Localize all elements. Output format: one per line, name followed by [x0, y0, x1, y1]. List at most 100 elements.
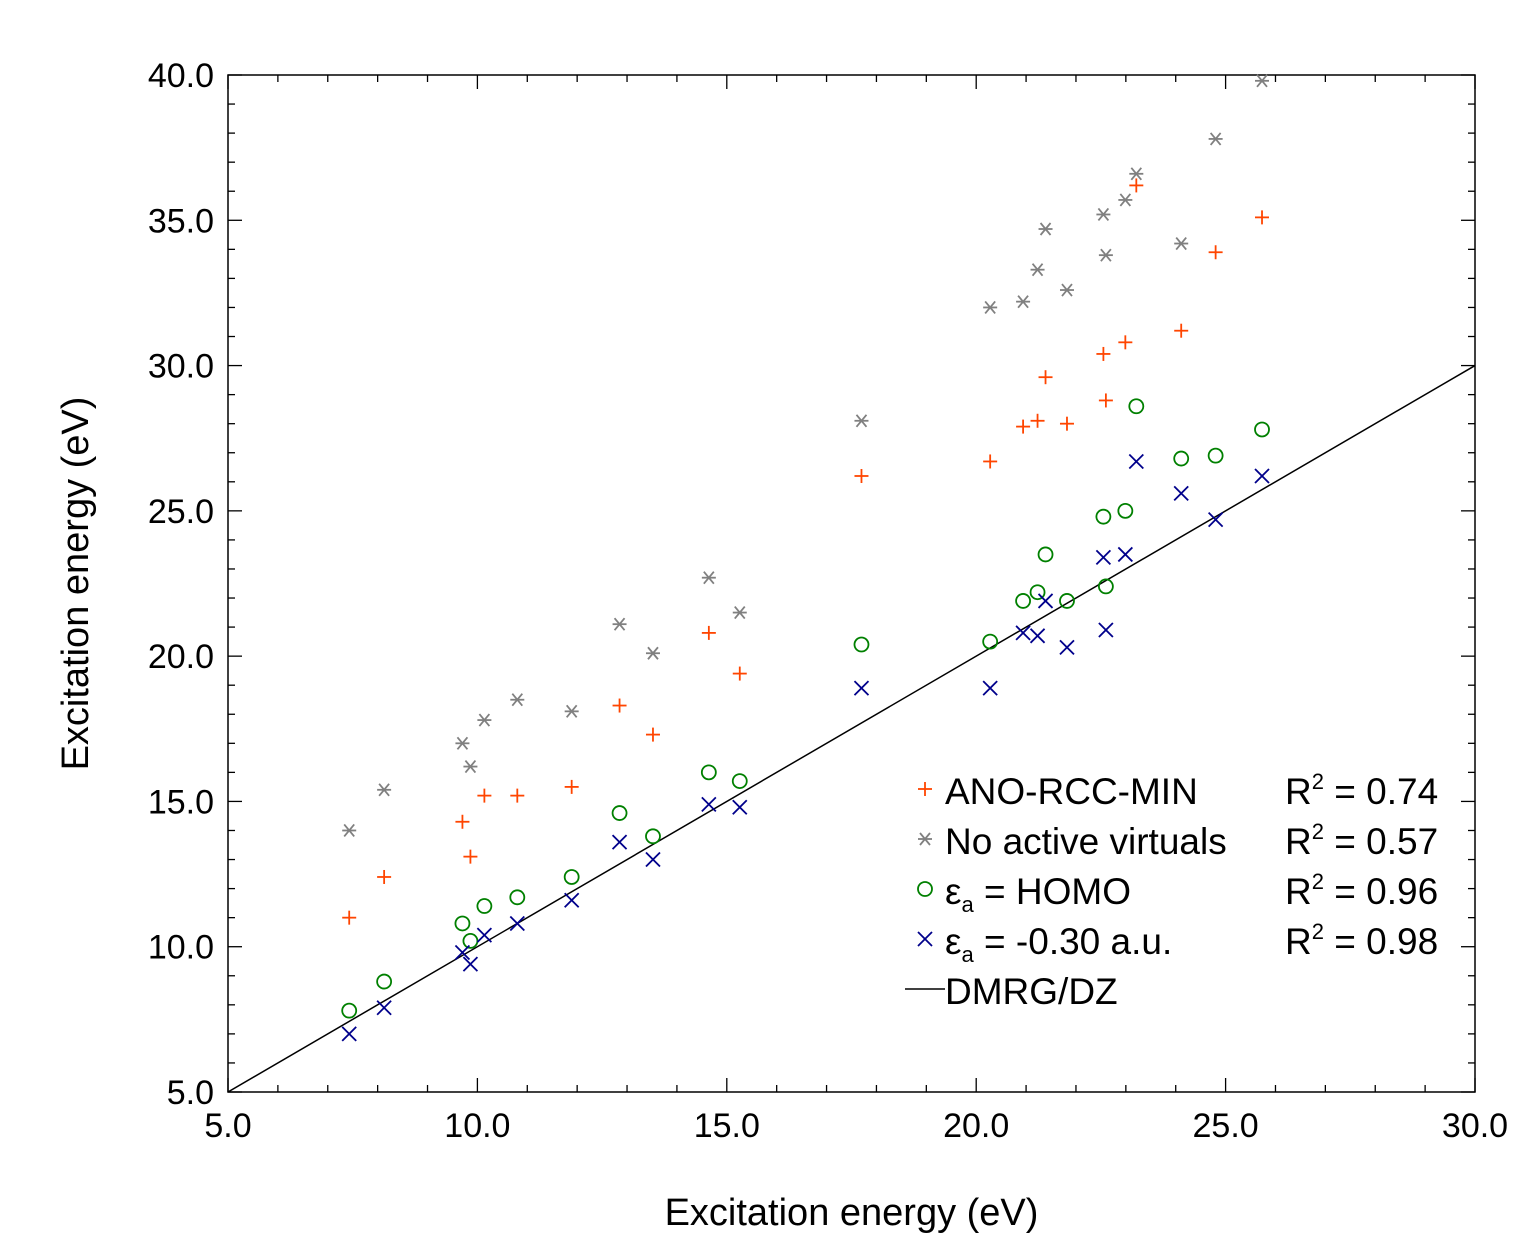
data-point — [564, 892, 580, 908]
data-point — [455, 736, 470, 750]
data-point — [1118, 335, 1133, 350]
data-point — [612, 698, 627, 713]
data-point — [462, 933, 479, 949]
data-point — [1174, 323, 1189, 338]
data-point — [462, 956, 479, 972]
data-point — [342, 910, 357, 925]
data-point — [731, 773, 748, 789]
legend-marker — [917, 931, 933, 947]
data-point — [983, 300, 998, 315]
legend-label: No active virtuals — [945, 821, 1227, 862]
data-point — [701, 625, 716, 640]
data-point — [1098, 393, 1113, 408]
data-point — [1255, 74, 1270, 88]
data-point — [1174, 236, 1189, 251]
data-point — [563, 869, 580, 885]
data-point — [454, 915, 471, 932]
data-point — [1038, 370, 1053, 385]
data-point — [1129, 167, 1144, 181]
data-point — [564, 779, 579, 794]
legend-marker — [917, 881, 933, 897]
y-tick-label: 40.0 — [148, 57, 214, 95]
legend-r2-value: R2 = 0.57 — [1285, 819, 1438, 862]
reference-line — [228, 364, 1475, 1092]
data-point — [477, 788, 492, 803]
data-point — [732, 605, 747, 620]
data-point — [1029, 628, 1046, 644]
data-point — [1030, 263, 1045, 277]
data-point — [854, 468, 869, 483]
data-point — [1016, 295, 1031, 309]
data-point — [611, 805, 628, 821]
legend-marker — [918, 782, 932, 796]
data-point — [476, 898, 493, 914]
data-point — [1173, 485, 1189, 502]
data-point — [1095, 508, 1112, 525]
legend-label: ANO-RCC-MIN — [945, 771, 1198, 812]
plot-area-frame — [227, 74, 1476, 1093]
data-point — [1207, 511, 1224, 528]
reference-line-group — [228, 364, 1475, 1092]
data-point — [1059, 593, 1075, 609]
data-point — [645, 727, 660, 742]
data-point — [341, 1002, 358, 1019]
legend: ANO-RCC-MIN R2 = 0.74 No active virtuals R2… — [905, 769, 1438, 1012]
data-point — [509, 915, 525, 932]
data-point — [1015, 625, 1031, 641]
data-point — [1096, 346, 1111, 361]
data-point — [477, 713, 492, 727]
data-point — [1038, 222, 1053, 236]
data-point — [982, 680, 998, 696]
y-tick-label: 10.0 — [148, 929, 214, 967]
data-point — [509, 889, 526, 906]
y-tick-label: 5.0 — [167, 1074, 214, 1112]
data-point — [1015, 593, 1031, 609]
data-point — [1037, 546, 1054, 563]
data-point — [510, 693, 525, 707]
legend-label: εa = HOMO — [945, 871, 1131, 917]
data-point — [455, 814, 470, 829]
x-axis-label: Excitation energy (eV) — [665, 1192, 1039, 1234]
data-point — [854, 414, 869, 428]
data-point — [732, 666, 747, 681]
legend-r2-value: R2 = 0.74 — [1285, 769, 1438, 812]
data-point — [645, 646, 660, 660]
data-point — [853, 636, 870, 653]
data-point — [1118, 193, 1133, 207]
data-point — [1030, 413, 1045, 428]
data-point — [1095, 549, 1112, 565]
data-point — [1207, 447, 1224, 464]
data-point — [1254, 468, 1270, 484]
y-tick-label: 15.0 — [148, 783, 214, 821]
y-axis-label: Excitation energy (eV) — [55, 397, 97, 771]
data-point — [983, 454, 998, 469]
legend-marker — [918, 832, 932, 846]
data-point — [1128, 453, 1144, 470]
data-point — [1117, 546, 1133, 563]
y-tick-label: 25.0 — [148, 493, 214, 531]
data-points — [341, 74, 1270, 1042]
series-0-points — [342, 178, 1270, 925]
data-point — [1037, 593, 1054, 609]
data-point — [701, 796, 717, 812]
data-point — [1254, 421, 1270, 438]
data-point — [1098, 248, 1113, 262]
data-point — [1098, 622, 1114, 638]
data-point — [510, 788, 525, 803]
data-point — [982, 633, 999, 650]
data-point — [1255, 210, 1270, 225]
data-point — [1029, 584, 1046, 601]
legend-r2-value: R2 = 0.98 — [1285, 919, 1438, 962]
series-2-points — [341, 398, 1270, 1019]
axis-ticks — [227, 74, 1476, 1093]
y-tick-label: 20.0 — [148, 638, 214, 676]
axis-tick-labels: 5.0 10.0 15.0 20.0 25.0 30.0 5.0 10.0 15.0 20.0 25… — [148, 57, 1508, 1145]
data-point — [376, 1000, 392, 1016]
series-1-points — [342, 74, 1270, 838]
x-tick-label: 25.0 — [1193, 1107, 1259, 1145]
data-point — [732, 799, 748, 815]
data-point — [645, 851, 661, 868]
data-point — [476, 927, 493, 943]
y-tick-label: 35.0 — [148, 202, 214, 240]
data-point — [1128, 398, 1145, 415]
